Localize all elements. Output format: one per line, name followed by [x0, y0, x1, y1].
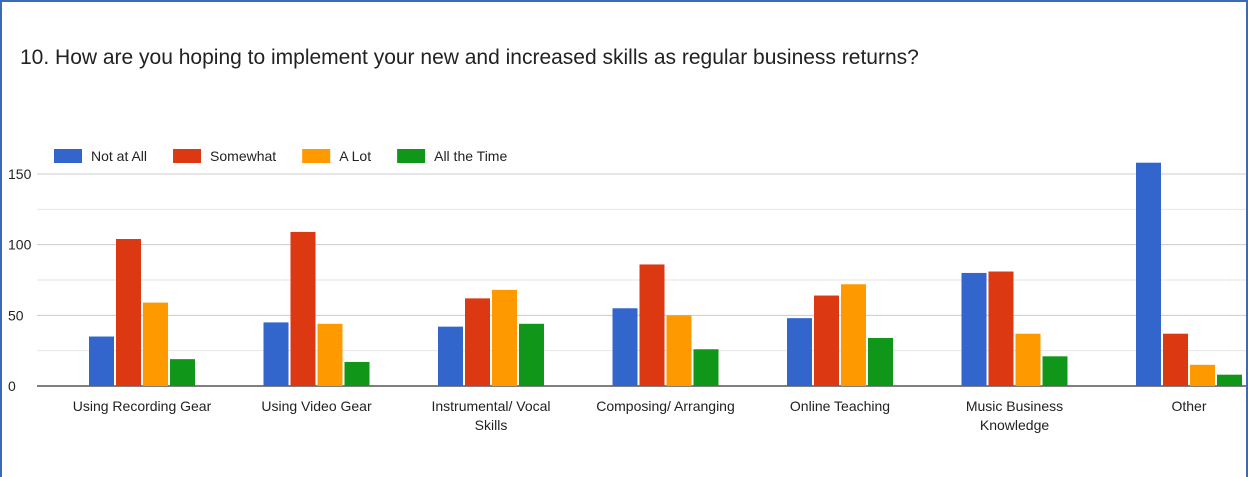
bar [1190, 364, 1215, 386]
bar [290, 231, 316, 386]
bar [263, 322, 289, 386]
x-axis-labels: Using Recording Gear Using Video Gear Inst… [73, 398, 1207, 433]
x-category-label: Music Business [966, 398, 1063, 414]
x-category-label: Using Video Gear [261, 398, 372, 414]
bar [1015, 333, 1041, 386]
bar [666, 315, 692, 386]
legend-swatch [397, 149, 426, 163]
legend-label: Somewhat [210, 148, 276, 164]
bar [1163, 333, 1188, 386]
bar [639, 264, 665, 386]
legend-swatch [173, 149, 202, 163]
bar [693, 349, 719, 386]
y-tick-label: 0 [8, 378, 16, 394]
bar [841, 284, 866, 386]
bar [89, 336, 114, 386]
x-category-label: Online Teaching [790, 398, 890, 414]
bar [1217, 374, 1242, 386]
x-category-label: Composing/ Arranging [596, 398, 735, 414]
legend-item[interactable]: All the Time [397, 148, 507, 164]
y-tick-label: 100 [8, 237, 32, 253]
y-tick-label: 50 [8, 307, 24, 323]
bar [116, 239, 141, 386]
bar [787, 318, 812, 386]
bar [612, 308, 638, 386]
bar [317, 323, 343, 386]
bar [492, 289, 517, 386]
bar [961, 272, 987, 386]
bar [170, 359, 195, 386]
legend-label: Not at All [91, 148, 147, 164]
x-category-label: Instrumental/ Vocal [431, 398, 550, 414]
chart-title: 10. How are you hoping to implement your… [20, 46, 919, 69]
x-category-label: Knowledge [980, 417, 1049, 433]
y-axis-ticks: 0 50 100 150 [8, 166, 32, 394]
x-category-label: Skills [475, 417, 508, 433]
legend-item[interactable]: Somewhat [173, 148, 276, 164]
x-category-label: Using Recording Gear [73, 398, 212, 414]
legend[interactable]: Not at All Somewhat A Lot All the Time [54, 148, 507, 164]
bar [868, 337, 893, 386]
bar [1136, 162, 1161, 386]
legend-item[interactable]: A Lot [302, 148, 371, 164]
legend-swatch [54, 149, 82, 163]
y-tick-label: 150 [8, 166, 32, 182]
bar [814, 295, 839, 386]
bar [519, 323, 544, 386]
legend-swatch [302, 149, 331, 163]
x-category-label: Other [1171, 398, 1206, 414]
bar [988, 271, 1014, 386]
bar [465, 298, 490, 386]
legend-label: All the Time [434, 148, 507, 164]
legend-item[interactable]: Not at All [54, 148, 147, 164]
bar [1042, 356, 1068, 386]
bar [143, 302, 168, 386]
bars [89, 162, 1242, 386]
bar [344, 361, 370, 386]
bar [438, 326, 463, 386]
legend-label: A Lot [339, 148, 371, 164]
